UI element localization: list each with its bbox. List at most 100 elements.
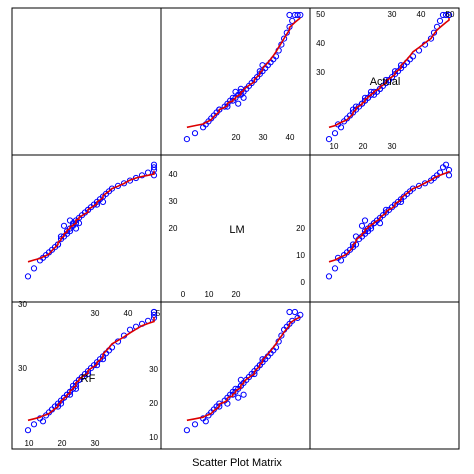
tick-lm-bottom-0: 0	[181, 290, 186, 299]
tick-rf-top-0: 30	[91, 309, 100, 318]
tick-rf-bottom-1: 20	[58, 439, 67, 448]
tick-side-32-1: 20	[149, 399, 158, 408]
point-3-1-48	[75, 376, 83, 383]
point-3-2-48	[237, 376, 244, 383]
point-3-1-39	[150, 308, 158, 316]
diag-label-actual: Actual	[370, 76, 401, 88]
point-2-3-49	[391, 201, 399, 208]
point-2-3-42	[358, 222, 366, 229]
tick-actual-bottom-0: 10	[330, 142, 339, 151]
point-3-2-0	[183, 427, 190, 434]
point-3-1-1	[30, 421, 38, 428]
tick-lm-right-1: 30	[169, 197, 178, 206]
point-2-3-1	[331, 265, 339, 272]
point-3-2-35	[289, 317, 296, 324]
point-2-3-0	[325, 273, 333, 280]
smoother-line-3-2	[186, 316, 301, 422]
tick-side-12-0: 20	[232, 133, 241, 142]
point-1-3-42	[358, 100, 366, 107]
point-2-1-42	[60, 222, 68, 229]
point-3-2-47	[240, 391, 247, 398]
point-2-3-47	[361, 217, 369, 224]
point-2-3-37	[442, 161, 450, 168]
point-2-1-32	[126, 177, 134, 184]
point-2-1-45	[99, 198, 107, 205]
point-2-3-29	[409, 185, 417, 192]
smoother-line-1-2	[186, 17, 301, 129]
point-1-2-47	[240, 94, 247, 101]
tick-actual-bottom-2: 30	[388, 142, 397, 151]
tick-actual-left-2: 50	[316, 10, 325, 19]
point-3-2-42	[235, 394, 242, 401]
point-2-1-31	[120, 180, 128, 187]
smoother-line-2-1	[27, 170, 155, 263]
tick-rf-left-1: 30	[18, 364, 27, 373]
panel-frame-1-1	[11, 7, 162, 156]
point-1-3-37	[442, 11, 450, 19]
point-2-3-30	[415, 182, 423, 189]
panel-frame-3-3	[309, 301, 460, 450]
point-1-3-1	[331, 130, 339, 137]
tick-rf-top-1: 40	[124, 309, 133, 318]
point-1-2-36	[294, 11, 301, 19]
tick-rf-bottom-2: 30	[91, 439, 100, 448]
panels-group: 30 40 50 30 40 50 10 20 30 20 30 40 0 10 20 30 30 30 40 5 10…	[11, 7, 460, 450]
tick-actual-left-1: 40	[316, 39, 325, 48]
point-1-3-39	[445, 11, 453, 19]
point-2-1-36	[150, 164, 158, 171]
point-1-3-0	[325, 136, 333, 143]
point-2-1-0	[24, 273, 32, 280]
point-1-3-40	[334, 121, 342, 128]
point-1-3-35	[436, 17, 444, 24]
tick-actual-left-0: 30	[316, 68, 325, 77]
smoother-line-1-3	[328, 18, 450, 129]
point-3-2-49	[256, 362, 263, 369]
point-1-3-32	[427, 35, 435, 42]
point-1-2-32	[281, 35, 288, 42]
point-1-2-42	[235, 100, 242, 107]
point-1-2-35	[289, 17, 296, 24]
point-1-2-43	[232, 88, 239, 95]
tick-actual-top-2: 50	[446, 10, 455, 19]
point-1-3-16	[370, 88, 378, 95]
tick-lm-bottom-1: 10	[205, 290, 214, 299]
point-2-1-29	[108, 185, 116, 192]
point-3-2-40	[202, 418, 209, 425]
tick-lm-bottom-2: 20	[232, 290, 241, 299]
point-1-3-2	[337, 124, 345, 131]
point-3-1-0	[24, 427, 32, 434]
point-2-3-48	[376, 220, 384, 227]
point-3-2-31	[278, 332, 285, 339]
diag-label-lm: LM	[229, 224, 244, 236]
tick-side-32-2: 30	[149, 365, 158, 374]
chart-caption: Scatter Plot Matrix	[192, 457, 282, 469]
tick-side-23-2: 20	[296, 224, 305, 233]
tick-side-32-0: 10	[149, 433, 158, 442]
tick-lm-right-0: 20	[169, 224, 178, 233]
tick-actual-bottom-1: 20	[359, 142, 368, 151]
diag-label-rf: RF	[81, 373, 96, 385]
tick-rf-bottom-0: 10	[25, 439, 34, 448]
point-1-2-1	[191, 130, 199, 137]
tick-side-23-1: 10	[296, 251, 305, 260]
tick-side-23-0: 0	[301, 278, 306, 287]
point-1-2-39	[286, 11, 293, 19]
point-3-1-42	[60, 394, 68, 401]
point-3-1-40	[39, 418, 47, 425]
point-1-3-36	[439, 11, 447, 19]
point-1-2-0	[183, 136, 190, 143]
point-3-2-39	[286, 308, 293, 316]
point-3-2-38	[291, 308, 298, 316]
tick-side-12-2: 40	[286, 133, 295, 142]
point-2-1-47	[66, 217, 74, 224]
smoother-line-2-3	[328, 170, 450, 263]
point-2-3-31	[421, 180, 429, 187]
smoother-line-3-1	[27, 316, 155, 422]
tick-rf-top-2: 5	[156, 309, 161, 318]
point-2-1-43	[72, 225, 80, 232]
point-3-2-1	[191, 421, 199, 428]
tick-actual-top-0: 30	[388, 10, 397, 19]
tick-lm-right-2: 40	[169, 170, 178, 179]
tick-rf-left-0: 30	[18, 300, 27, 309]
